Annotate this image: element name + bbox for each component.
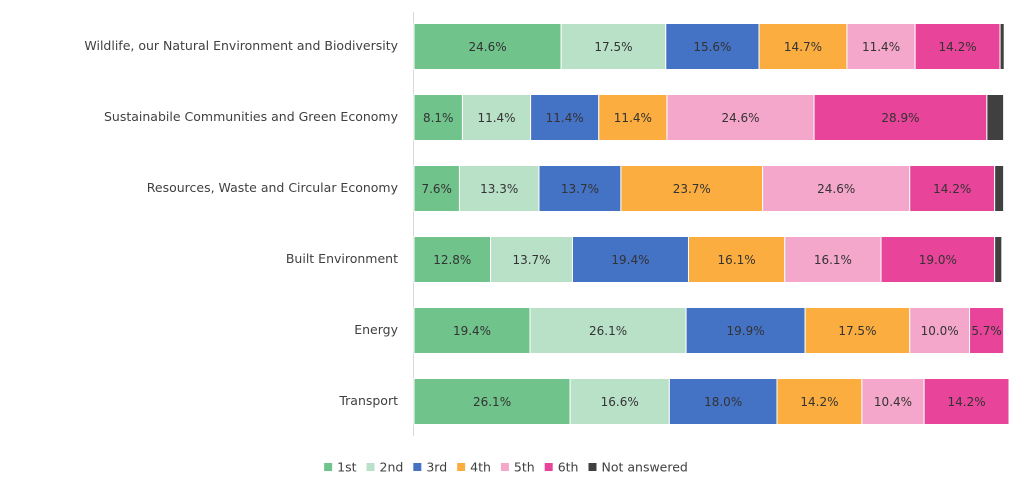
data-label: 12.8% <box>433 253 471 267</box>
bar-segment <box>666 94 815 141</box>
data-label: 14.2% <box>947 395 985 409</box>
legend-swatch <box>324 463 333 471</box>
data-label: 11.4% <box>546 111 584 125</box>
bar-segment <box>413 165 460 212</box>
legend-swatch <box>413 463 422 471</box>
data-label: 24.6% <box>817 182 855 196</box>
bar-segment <box>784 236 882 283</box>
data-label: 26.1% <box>589 324 627 338</box>
bar-segment <box>413 236 492 283</box>
data-label: 23.7% <box>673 182 711 196</box>
data-label: 14.2% <box>939 40 977 54</box>
bar-segment <box>994 236 1003 283</box>
legend-swatch <box>544 463 553 471</box>
data-label: 19.9% <box>727 324 765 338</box>
bar-segment <box>458 165 540 212</box>
bar-segment <box>413 307 531 354</box>
data-label: 15.6% <box>693 40 731 54</box>
bar-segment <box>413 378 571 425</box>
bar-segment <box>994 165 1005 212</box>
bar-segment <box>986 94 1005 141</box>
legend-label: 5th <box>514 460 535 475</box>
bar-segment <box>668 378 778 425</box>
data-label: 18.0% <box>704 395 742 409</box>
data-label: 13.7% <box>561 182 599 196</box>
data-label: 26.1% <box>473 395 511 409</box>
data-label: 17.5% <box>838 324 876 338</box>
bar-segment <box>999 23 1005 70</box>
category-label: Built Environment <box>286 251 398 266</box>
legend-swatch <box>500 463 509 471</box>
category-label: Transport <box>338 393 398 408</box>
data-label: 10.0% <box>921 324 959 338</box>
data-label: 19.0% <box>919 253 957 267</box>
data-label: 14.2% <box>933 182 971 196</box>
category-label: Energy <box>354 322 398 337</box>
bar-segment <box>762 165 911 212</box>
data-label: 24.6% <box>721 111 759 125</box>
data-label: 10.4% <box>874 395 912 409</box>
bar-segment <box>909 165 996 212</box>
legend-swatch <box>457 463 466 471</box>
bar-segment <box>776 378 863 425</box>
bar-segment <box>598 94 668 141</box>
legend-label: 6th <box>558 460 579 475</box>
category-label: Sustainabile Communities and Green Econo… <box>104 109 399 124</box>
data-label: 13.7% <box>512 253 550 267</box>
bar-segment <box>914 23 1001 70</box>
legend-label: 2nd <box>380 460 404 475</box>
legend-swatch <box>366 463 375 471</box>
data-label: 7.6% <box>421 182 452 196</box>
legend-label: 4th <box>470 460 491 475</box>
bar-segment <box>620 165 764 212</box>
bar-segment <box>923 378 1010 425</box>
data-label: 5.7% <box>971 324 1002 338</box>
data-label: 16.1% <box>718 253 756 267</box>
bar-segment <box>569 378 670 425</box>
bar-segment <box>530 94 600 141</box>
data-label: 16.6% <box>601 395 639 409</box>
bar-segment <box>861 378 925 425</box>
bar-segment <box>804 307 911 354</box>
data-label: 28.9% <box>881 111 919 125</box>
data-label: 11.4% <box>614 111 652 125</box>
bar-segment <box>880 236 996 283</box>
bar-segment <box>969 307 1005 354</box>
data-label: 8.1% <box>423 111 454 125</box>
category-label: Wildlife, our Natural Environment and Bi… <box>84 38 398 53</box>
bar-segment <box>665 23 760 70</box>
data-label: 19.4% <box>453 324 491 338</box>
data-label: 19.4% <box>611 253 649 267</box>
category-label: Resources, Waste and Circular Economy <box>147 180 399 195</box>
data-label: 11.4% <box>862 40 900 54</box>
data-label: 11.4% <box>477 111 515 125</box>
bar-segment <box>538 165 622 212</box>
data-label: 14.2% <box>800 395 838 409</box>
bar-segment <box>560 23 667 70</box>
legend-label: Not answered <box>601 460 687 475</box>
data-label: 16.1% <box>814 253 852 267</box>
legend-label: 1st <box>337 460 356 475</box>
data-label: 13.3% <box>480 182 518 196</box>
bar-segment <box>813 94 988 141</box>
data-label: 14.7% <box>784 40 822 54</box>
bar-segment <box>909 307 971 354</box>
bar-segment <box>685 307 806 354</box>
data-label: 24.6% <box>468 40 506 54</box>
bar-segment <box>571 236 689 283</box>
bar-segment <box>490 236 573 283</box>
legend-label: 3rd <box>426 460 447 475</box>
legend-swatch <box>588 463 597 471</box>
data-label: 17.5% <box>594 40 632 54</box>
bar-segment <box>529 307 687 354</box>
